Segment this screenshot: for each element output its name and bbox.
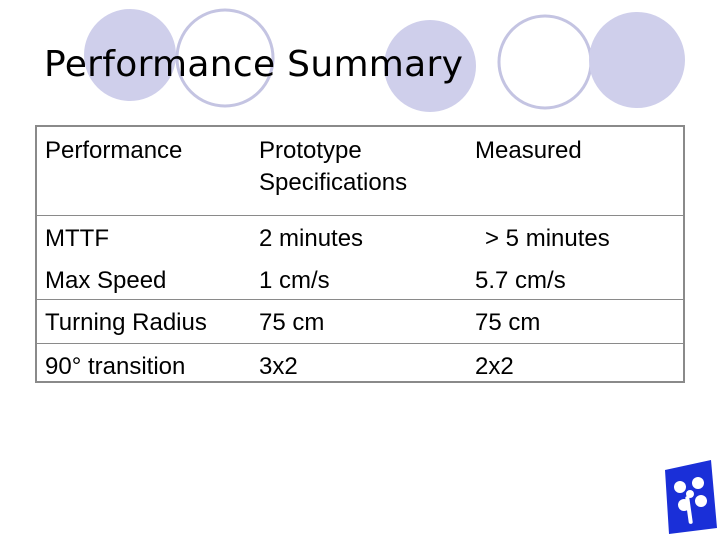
circle-filled-3 <box>589 12 685 108</box>
page-title: Performance Summary <box>44 44 464 85</box>
row-metric: Max Speed <box>45 267 167 294</box>
header-prototype: Prototype <box>259 137 362 164</box>
row-measured: 2x2 <box>475 353 514 380</box>
circle-filled-2 <box>384 20 476 112</box>
row-measured: 5.7 cm/s <box>475 267 566 294</box>
row-divider <box>37 299 683 300</box>
circle-outline-2 <box>497 14 593 110</box>
row-measured: > 5 minutes <box>485 225 610 252</box>
row-spec: 1 cm/s <box>259 267 330 294</box>
header-measured: Measured <box>475 137 582 164</box>
row-spec: 2 minutes <box>259 225 364 252</box>
row-metric: Turning Radius <box>45 309 207 336</box>
header-specifications: Specifications <box>259 169 408 196</box>
row-divider <box>37 343 683 344</box>
row-spec: 75 cm <box>259 309 325 336</box>
performance-table: Performance Prototype Specifications Mea… <box>35 125 685 383</box>
propeller-logo-icon <box>665 460 717 534</box>
row-divider <box>37 215 683 216</box>
row-spec: 3x2 <box>259 353 298 380</box>
row-measured: 75 cm <box>475 309 541 336</box>
circle-outline-1 <box>175 8 275 108</box>
row-metric: 90° transition <box>45 353 186 380</box>
row-metric: MTTF <box>45 225 109 252</box>
circle-filled-1 <box>84 9 176 101</box>
decorative-circles <box>84 8 685 112</box>
header-performance: Performance <box>45 137 183 164</box>
